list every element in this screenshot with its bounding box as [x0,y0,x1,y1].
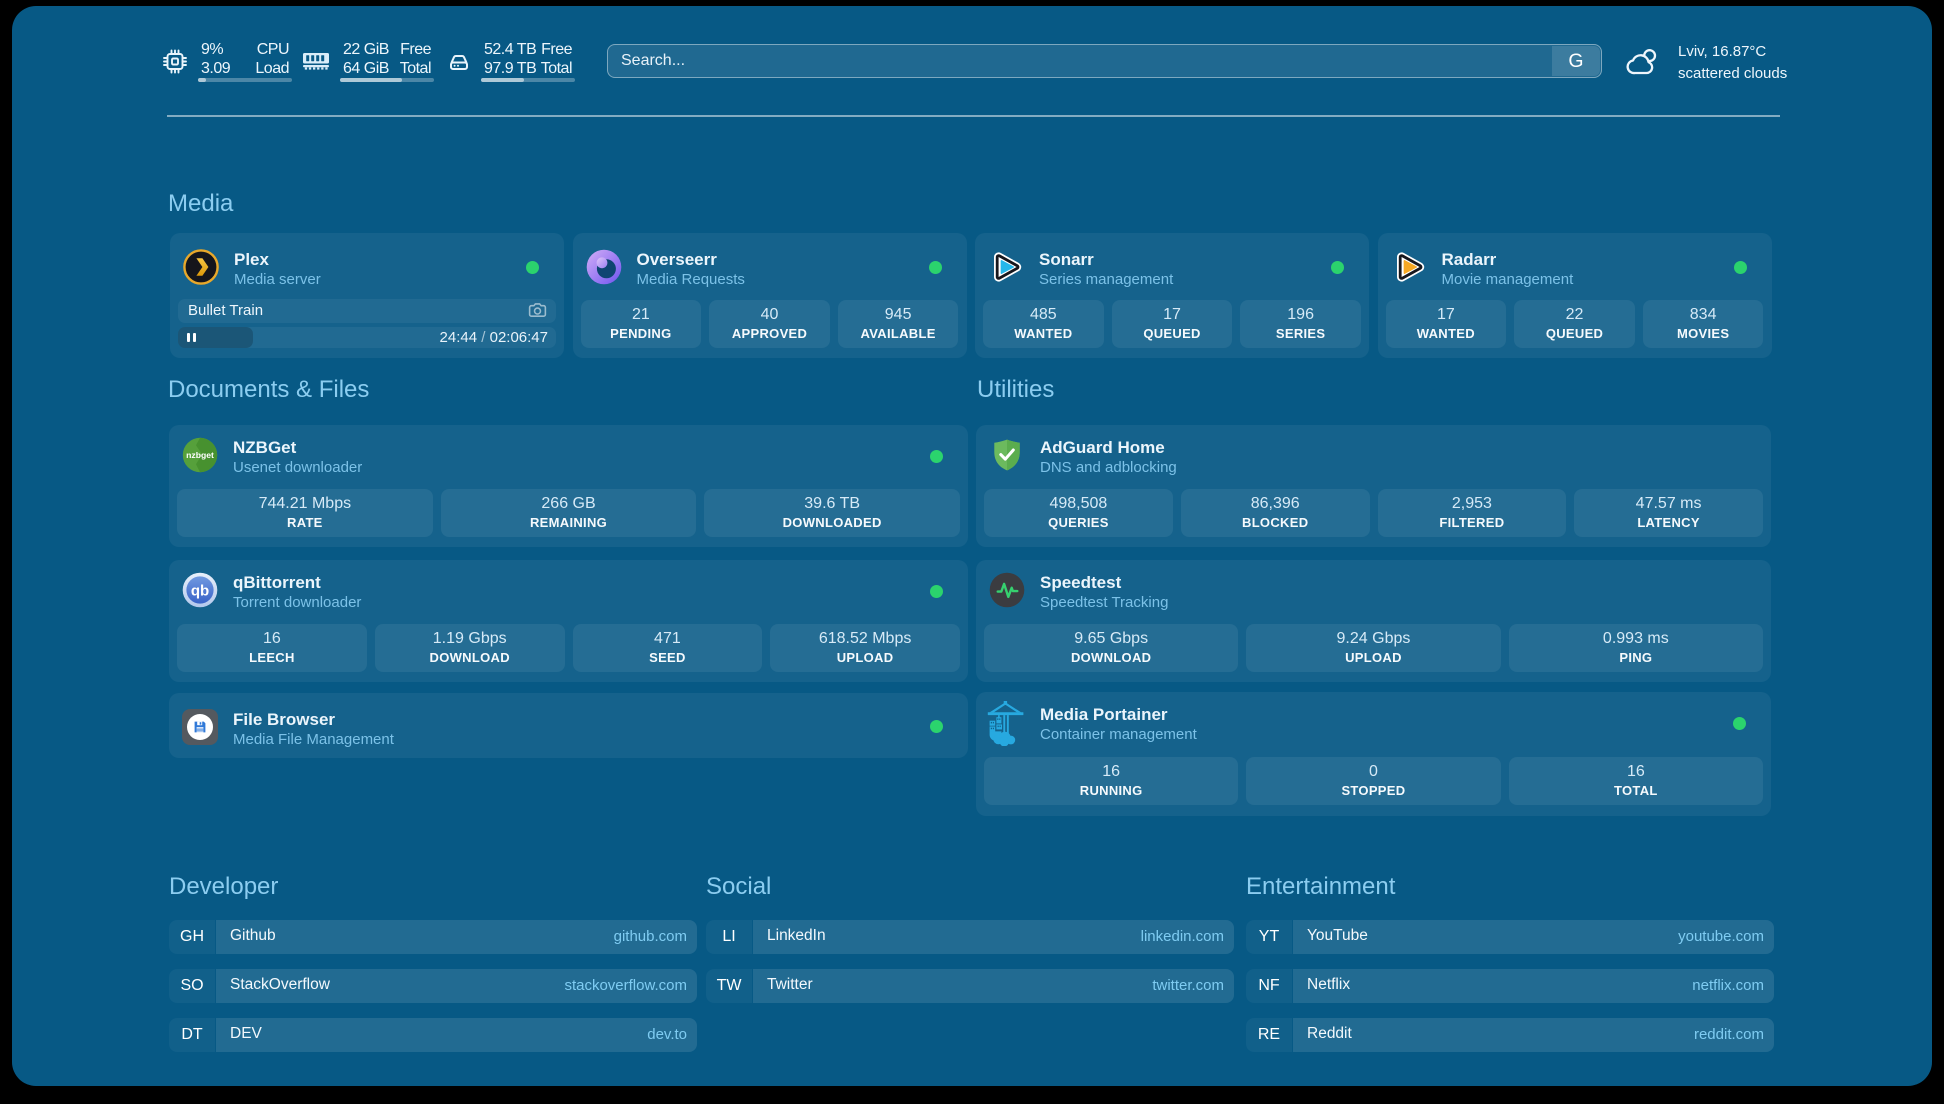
svg-text:nzbget: nzbget [186,450,214,460]
svg-text:qb: qb [191,582,209,599]
